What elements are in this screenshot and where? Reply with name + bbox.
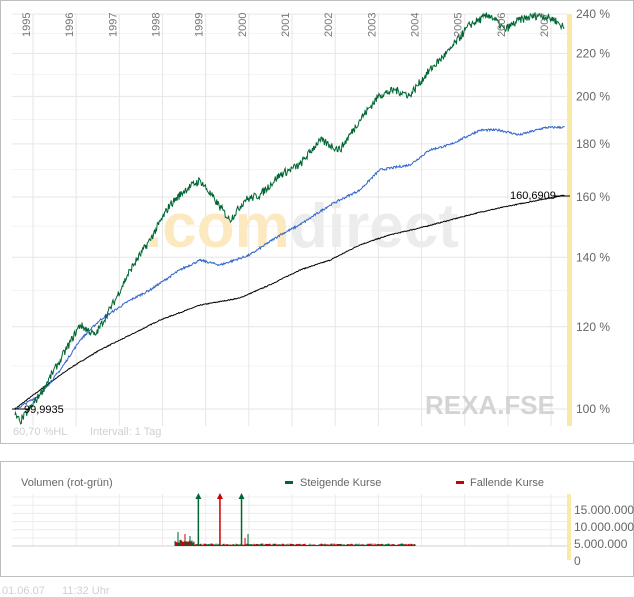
hl-info: 60,70 %HL (13, 426, 67, 438)
volume-tick-label: 0 (574, 554, 581, 568)
y-tick-label: 140 % (576, 250, 610, 264)
clipped-arrow-icon (195, 493, 202, 499)
y-tick-label: 120 % (576, 320, 610, 334)
x-tick-label: 1996 (64, 13, 76, 37)
legend-up-label: Steigende Kurse (300, 477, 381, 489)
series-line-black (14, 194, 565, 410)
legend-up-swatch (285, 481, 293, 484)
volume-y-axis: 15.000.000 10.000.000 5.000.000 0 (574, 503, 634, 568)
legend-down-label: Fallende Kurse (470, 477, 544, 489)
start-value-label: 99,9935 (24, 404, 64, 416)
clipped-arrow-icon (216, 493, 223, 499)
end-value-label: 160,6909 (510, 190, 556, 202)
price-y-axis: 240 % 220 % 200 % 180 % 160 % 140 % 120 % 100 % (576, 7, 610, 416)
x-tick-label: 2000 (237, 13, 249, 37)
x-tick-label: 1997 (107, 13, 119, 37)
y-tick-label: 180 % (576, 137, 610, 151)
x-tick-label: 2003 (366, 13, 378, 37)
x-tick-label: 1995 (21, 13, 33, 37)
x-tick-label: 2004 (410, 13, 422, 37)
volume-tick-label: 15.000.000 (574, 503, 634, 517)
volume-highlight (567, 494, 571, 560)
current-range-highlight (567, 14, 572, 426)
volume-tick-label: 10.000.000 (574, 520, 634, 534)
interval-info: Intervall: 1 Tag (90, 426, 161, 438)
volume-title: Volumen (rot-grün) (21, 477, 113, 489)
volume-bars (174, 493, 416, 546)
price-series (14, 12, 565, 425)
y-tick-label: 220 % (576, 46, 610, 60)
y-tick-label: 160 % (576, 190, 610, 204)
price-grid (12, 13, 567, 426)
watermark-direct: direct (290, 192, 459, 261)
x-tick-label: 2007 (539, 13, 551, 37)
x-tick-label: 2005 (453, 13, 465, 37)
x-tick-label: 1999 (194, 13, 206, 37)
y-tick-label: 240 % (576, 7, 610, 21)
series-line-green (14, 12, 565, 425)
x-tick-label: 2001 (280, 13, 292, 37)
x-tick-label: 2002 (323, 13, 335, 37)
footer-time: 11:32 Uhr (62, 585, 110, 597)
x-tick-label: 1998 (151, 13, 163, 37)
year-axis: 1995 1996 1997 1998 1999 2000 2001 2002 2003 2004… (21, 13, 551, 37)
legend-down-swatch (456, 481, 464, 484)
volume-tick-label: 5.000.000 (574, 537, 628, 551)
x-tick-label: 2006 (496, 13, 508, 37)
y-tick-label: 100 % (576, 402, 610, 416)
footer-date: 01.06.07 (2, 585, 45, 597)
y-tick-label: 200 % (576, 89, 610, 103)
symbol-watermark: REXA.FSE (425, 390, 555, 420)
volume-panel (0, 461, 634, 577)
clipped-arrow-icon (238, 493, 245, 499)
